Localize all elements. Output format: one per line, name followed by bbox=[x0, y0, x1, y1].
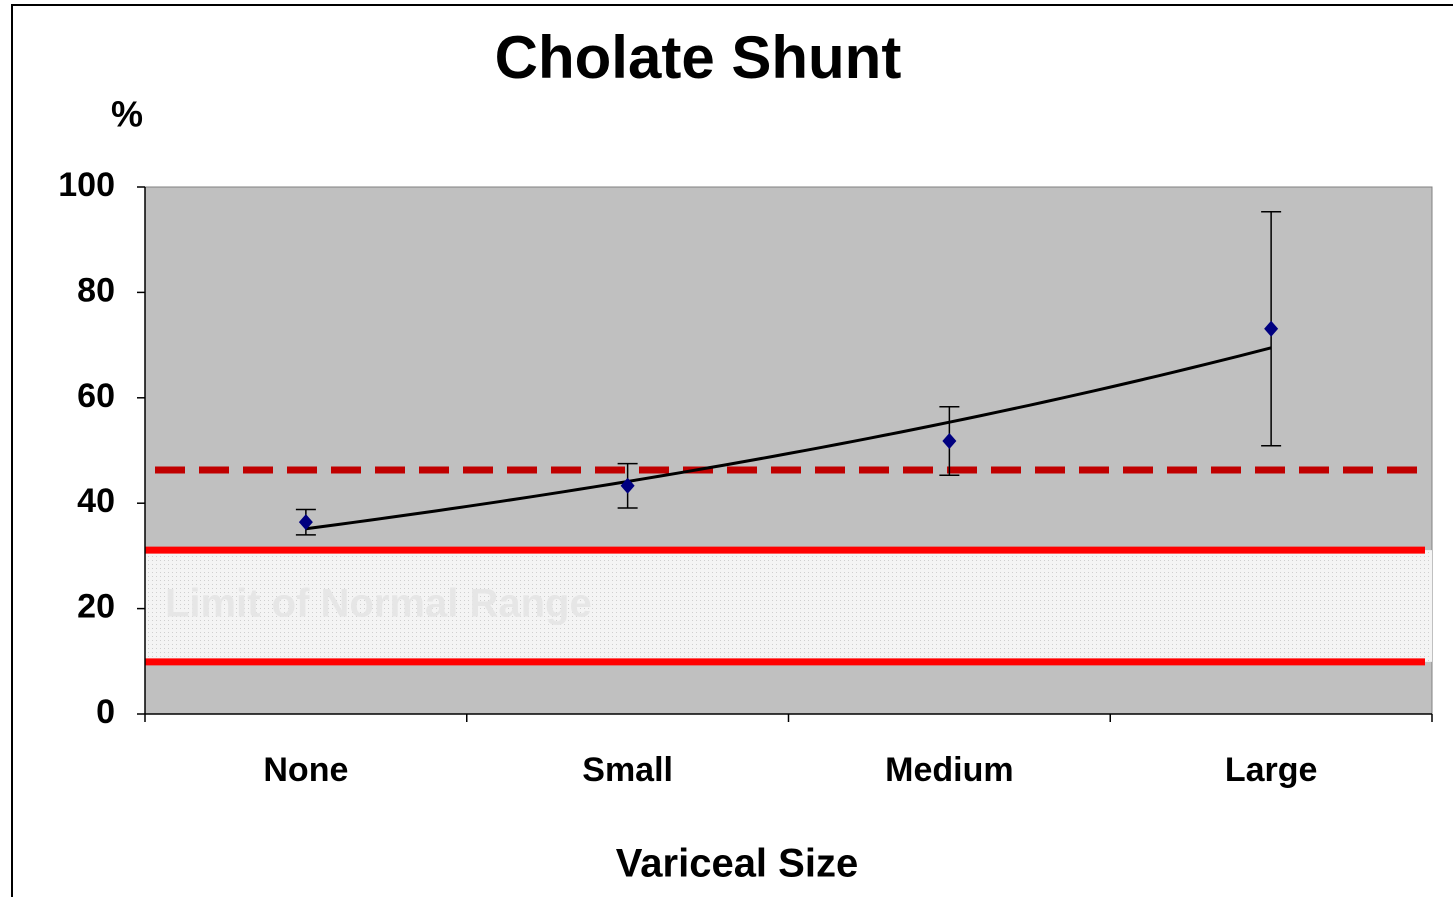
y-tick-label: 40 bbox=[77, 482, 115, 520]
trendline bbox=[305, 346, 1272, 531]
x-tick-label: None bbox=[263, 751, 348, 789]
x-tick-label: Medium bbox=[885, 751, 1013, 789]
marker bbox=[1264, 320, 1279, 337]
y-tick-label: 0 bbox=[96, 693, 115, 731]
y-tick-label: 80 bbox=[77, 271, 115, 309]
x-axis-label: Variceal Size bbox=[616, 842, 858, 886]
y-tick-label: 20 bbox=[77, 588, 115, 626]
normal-range bbox=[145, 550, 1432, 662]
y-tick-label: 60 bbox=[77, 377, 115, 415]
chart-title: Cholate Shunt bbox=[495, 24, 902, 91]
y-tick-label: 100 bbox=[58, 166, 115, 204]
y-axis-label: % bbox=[111, 94, 143, 135]
marker bbox=[942, 433, 957, 450]
x-tick-label: Small bbox=[582, 751, 673, 789]
normal-range-label: Limit of Normal Range bbox=[165, 582, 592, 626]
marker bbox=[620, 477, 635, 494]
marker bbox=[298, 514, 313, 531]
x-tick-label: Large bbox=[1225, 751, 1318, 789]
